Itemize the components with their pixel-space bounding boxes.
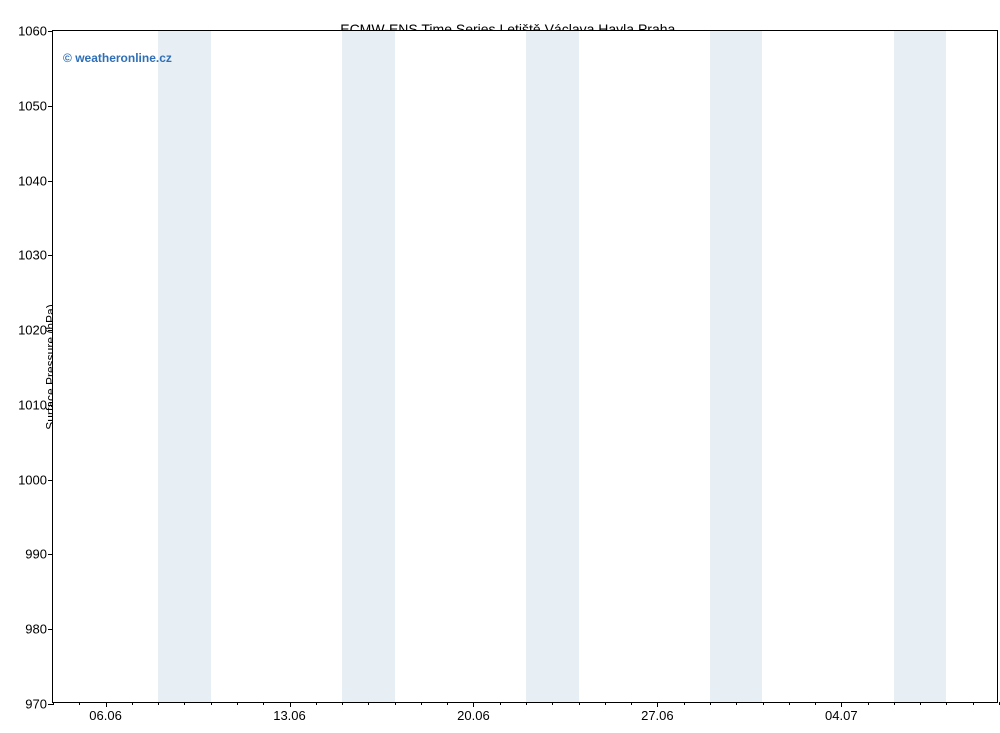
x-tick-minor	[579, 702, 580, 705]
x-tick-minor	[631, 702, 632, 705]
x-tick-minor	[789, 702, 790, 705]
watermark-site: weatheronline.cz	[75, 51, 172, 65]
x-tick-minor	[237, 702, 238, 705]
x-tick-minor	[184, 702, 185, 705]
x-tick-minor	[868, 702, 869, 705]
x-tick-minor	[815, 702, 816, 705]
x-tick-minor	[920, 702, 921, 705]
x-tick-minor	[710, 702, 711, 705]
x-tick-minor	[894, 702, 895, 705]
x-tick-minor	[526, 702, 527, 705]
x-tick-minor	[342, 702, 343, 705]
y-tick-label: 990	[25, 547, 47, 562]
y-tick-mark	[48, 480, 53, 481]
x-tick-minor	[605, 702, 606, 705]
x-tick-minor	[973, 702, 974, 705]
y-tick-mark	[48, 554, 53, 555]
x-tick-minor	[368, 702, 369, 705]
y-tick-mark	[48, 629, 53, 630]
x-tick-minor	[106, 702, 107, 705]
y-tick-mark	[48, 330, 53, 331]
x-tick-minor	[132, 702, 133, 705]
x-tick-label: 04.07	[825, 708, 858, 723]
y-tick-label: 1000	[18, 472, 47, 487]
pressure-chart: ECMW-ENS Time Series Letiště Václava Hav…	[0, 0, 1000, 733]
x-tick-minor	[316, 702, 317, 705]
y-tick-mark	[48, 255, 53, 256]
y-tick-mark	[48, 106, 53, 107]
x-tick-label: 20.06	[457, 708, 490, 723]
weekend-band	[894, 31, 947, 702]
x-tick-minor	[421, 702, 422, 705]
x-tick-minor	[552, 702, 553, 705]
x-tick-minor	[447, 702, 448, 705]
x-tick-minor	[290, 702, 291, 705]
y-tick-label: 1050	[18, 98, 47, 113]
copyright-symbol: ©	[63, 51, 72, 65]
x-tick-minor	[841, 702, 842, 705]
x-tick-minor	[657, 702, 658, 705]
x-tick-minor	[500, 702, 501, 705]
y-tick-label: 970	[25, 697, 47, 712]
weekend-band	[710, 31, 763, 702]
x-tick-label: 27.06	[641, 708, 674, 723]
x-tick-minor	[158, 702, 159, 705]
y-tick-label: 1030	[18, 248, 47, 263]
weekend-band	[526, 31, 579, 702]
x-tick-minor	[79, 702, 80, 705]
watermark: © weatheronline.cz	[63, 51, 172, 65]
x-tick-minor	[473, 702, 474, 705]
x-tick-minor	[736, 702, 737, 705]
x-tick-label: 06.06	[89, 708, 122, 723]
y-tick-label: 1020	[18, 323, 47, 338]
weekend-band	[158, 31, 211, 702]
y-tick-label: 980	[25, 622, 47, 637]
x-tick-label: 13.06	[273, 708, 306, 723]
y-tick-label: 1040	[18, 173, 47, 188]
x-tick-minor	[684, 702, 685, 705]
y-tick-mark	[48, 31, 53, 32]
x-tick-minor	[263, 702, 264, 705]
plot-area: 970980990100010101020103010401050106006.…	[52, 30, 998, 703]
x-tick-minor	[395, 702, 396, 705]
y-tick-mark	[48, 181, 53, 182]
y-tick-label: 1010	[18, 397, 47, 412]
x-tick-minor	[763, 702, 764, 705]
y-tick-mark	[48, 405, 53, 406]
weekend-band	[342, 31, 395, 702]
x-tick-minor	[211, 702, 212, 705]
x-tick-minor	[946, 702, 947, 705]
y-tick-label: 1060	[18, 24, 47, 39]
x-tick-minor	[53, 702, 54, 705]
